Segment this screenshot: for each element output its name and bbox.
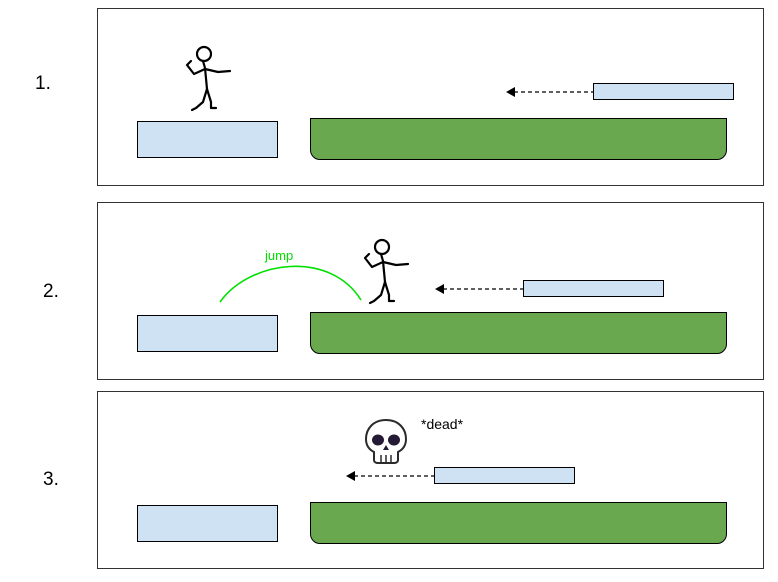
start-platform xyxy=(137,121,278,158)
left-arrow-icon xyxy=(506,87,594,97)
ground-platform xyxy=(310,118,727,160)
dead-label: *dead* xyxy=(421,416,464,432)
moving-platform xyxy=(523,280,664,297)
step-number-3: 3. xyxy=(43,469,59,490)
moving-platform xyxy=(434,467,575,484)
jump-arc xyxy=(219,265,362,303)
skull-icon xyxy=(364,418,408,464)
ground-platform xyxy=(310,502,727,544)
step-number-1: 1. xyxy=(35,73,51,94)
start-platform xyxy=(137,505,278,542)
jump-label: jump xyxy=(265,248,294,263)
start-platform xyxy=(137,315,278,352)
step-number-2: 2. xyxy=(43,281,59,302)
left-arrow-icon xyxy=(435,284,523,294)
left-arrow-icon xyxy=(346,471,434,481)
ground-platform xyxy=(310,312,727,354)
stick-figure-icon xyxy=(363,238,410,305)
stick-figure-icon xyxy=(185,45,232,112)
moving-platform xyxy=(593,83,734,100)
